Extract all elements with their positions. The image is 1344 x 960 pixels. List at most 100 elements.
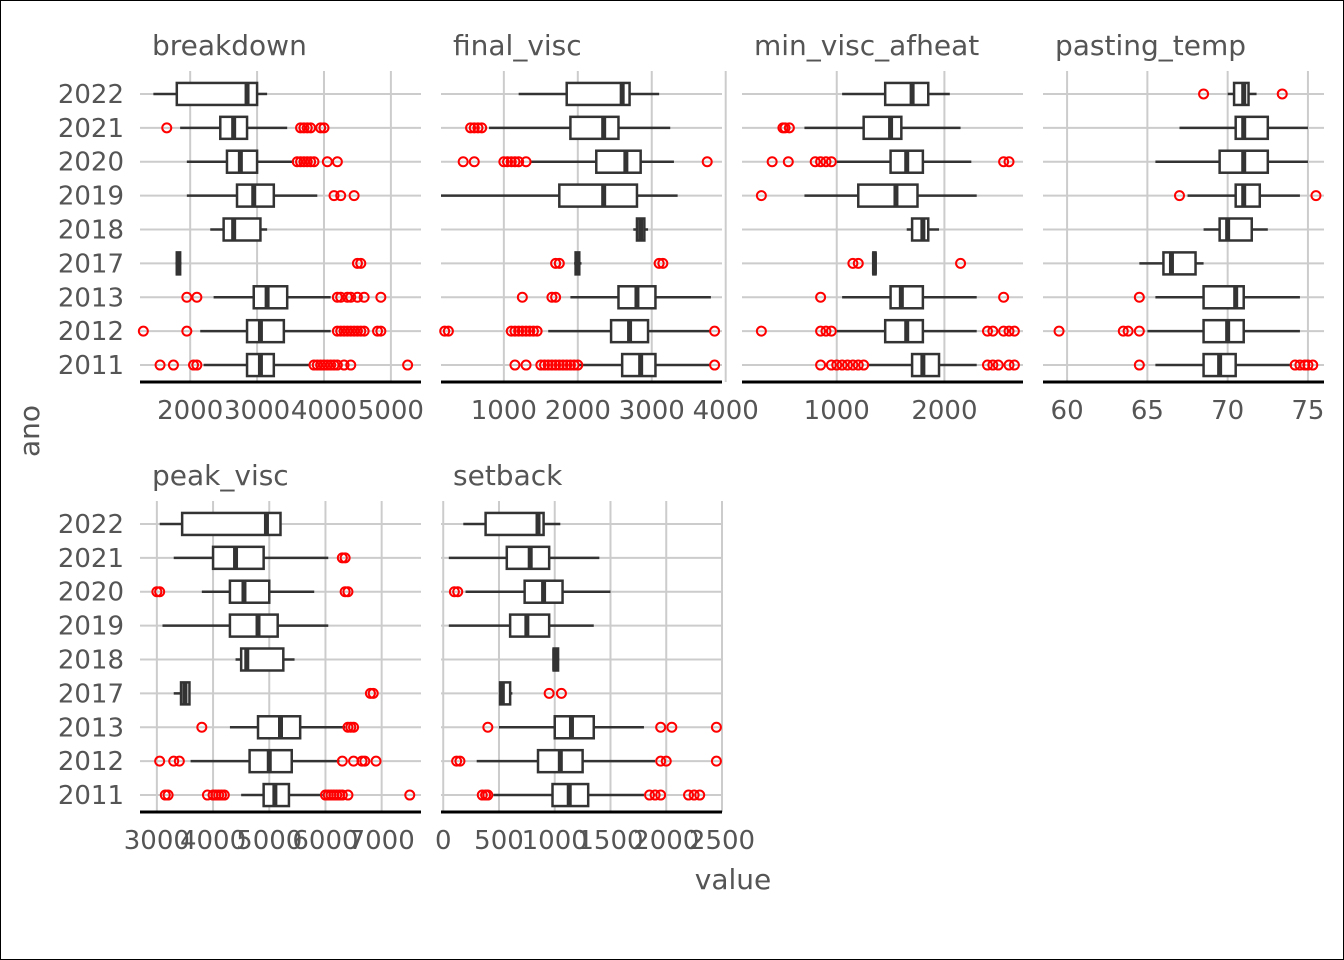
outlier-point [709,359,721,371]
outlier-point [338,325,350,337]
outlier-point [520,359,532,371]
outlier-point [154,755,166,767]
x-tick-label: 65 [1131,396,1164,426]
outlier-point [351,325,363,337]
iqr-box [245,318,286,344]
outlier-point [331,291,343,303]
outlier-point [1133,325,1145,337]
x-tick-label: 5000 [358,396,424,426]
outlier-point [339,552,351,564]
outlier-point [291,156,303,168]
outlier-point [1310,190,1322,202]
outlier-point [181,291,193,303]
outlier-point [568,359,580,371]
y-tick-label: 2020 [58,578,124,608]
outlier-point [370,755,382,767]
outlier-point [655,789,667,801]
iqr-box [228,579,271,604]
box-breakdown-2018 [210,217,268,242]
outlier-point [779,122,791,134]
outlier-point [137,325,149,337]
iqr-box [883,81,930,107]
box-breakdown-2013 [181,285,387,310]
x-tick-label: 3000 [124,826,190,856]
outlier-point [755,325,767,337]
outlier-point [666,721,678,733]
outlier-point [653,257,665,269]
outlier-point [502,156,514,168]
outlier-point [454,755,466,767]
y-tick-label: 2012 [58,747,124,777]
outlier-point [321,156,333,168]
box-pasting_temp-2012 [1053,318,1300,344]
box-pasting_temp-2019 [1173,183,1322,208]
box-breakdown-2020 [186,149,343,174]
strip-label-breakdown: breakdown [152,29,307,62]
outlier-point [348,190,360,202]
outlier-point [815,359,827,371]
outlier-point [188,359,200,371]
box-min_visc_afheat-2019 [755,183,977,208]
outlier-point [335,325,347,337]
outlier-point [992,359,1004,371]
iqr-box [228,613,279,638]
outlier-point [162,789,174,801]
y-axis-title: ano [13,405,46,457]
outlier-point [318,359,330,371]
box-final_visc-2012 [439,318,721,344]
x-tick-label: 1000 [522,826,588,856]
iqr-box [211,545,265,571]
box-final_visc-2017 [550,251,669,276]
box-min_visc_afheat-2018 [906,217,940,242]
outlier-point [542,359,554,371]
outlier-point [468,156,480,168]
outlier-point [561,359,573,371]
y-tick-label: 2019 [58,182,124,212]
outlier-point [550,257,562,269]
outlier-point [345,291,357,303]
x-tick-label: 0 [435,826,452,856]
outlier-point [998,156,1010,168]
iqr-box [565,81,631,107]
outlier-point [476,789,488,801]
outlier-point [336,755,348,767]
x-tick-label: 6000 [292,826,358,856]
outlier-point [335,291,347,303]
box-peak_visc-2017 [173,681,379,706]
outlier-point [513,156,525,168]
outlier-point [472,122,484,134]
outlier-point [375,325,387,337]
outlier-point [298,122,310,134]
strip-label-final_visc: final_visc [453,29,582,62]
outlier-point [336,789,348,801]
y-tick-label: 2022 [58,80,124,110]
outlier-point [831,359,843,371]
outlier-point [524,325,536,337]
outlier-point [351,291,363,303]
outlier-point [173,755,185,767]
box-breakdown-2019 [186,183,360,208]
box-final_visc-2011 [509,352,721,378]
box-min_visc_afheat-2020 [766,149,1015,174]
x-tick-label: 3000 [224,396,290,426]
iqr-box [1218,217,1253,242]
outlier-point [315,122,327,134]
outlier-point [482,789,494,801]
outlier-point [1122,325,1134,337]
box-min_visc_afheat-2011 [815,352,1020,378]
outlier-point [1302,359,1314,371]
iqr-box [558,183,639,208]
outlier-point [516,291,528,303]
outlier-point [465,122,477,134]
outlier-point [348,325,360,337]
box-breakdown-2017 [175,251,367,276]
outlier-point [161,122,173,134]
outlier-point [553,359,565,371]
outlier-point [555,687,567,699]
x-axis-title: value [695,863,771,896]
outlier-point [402,359,414,371]
outlier-point [448,586,460,598]
outlier-point [181,325,193,337]
outlier-point [815,156,827,168]
